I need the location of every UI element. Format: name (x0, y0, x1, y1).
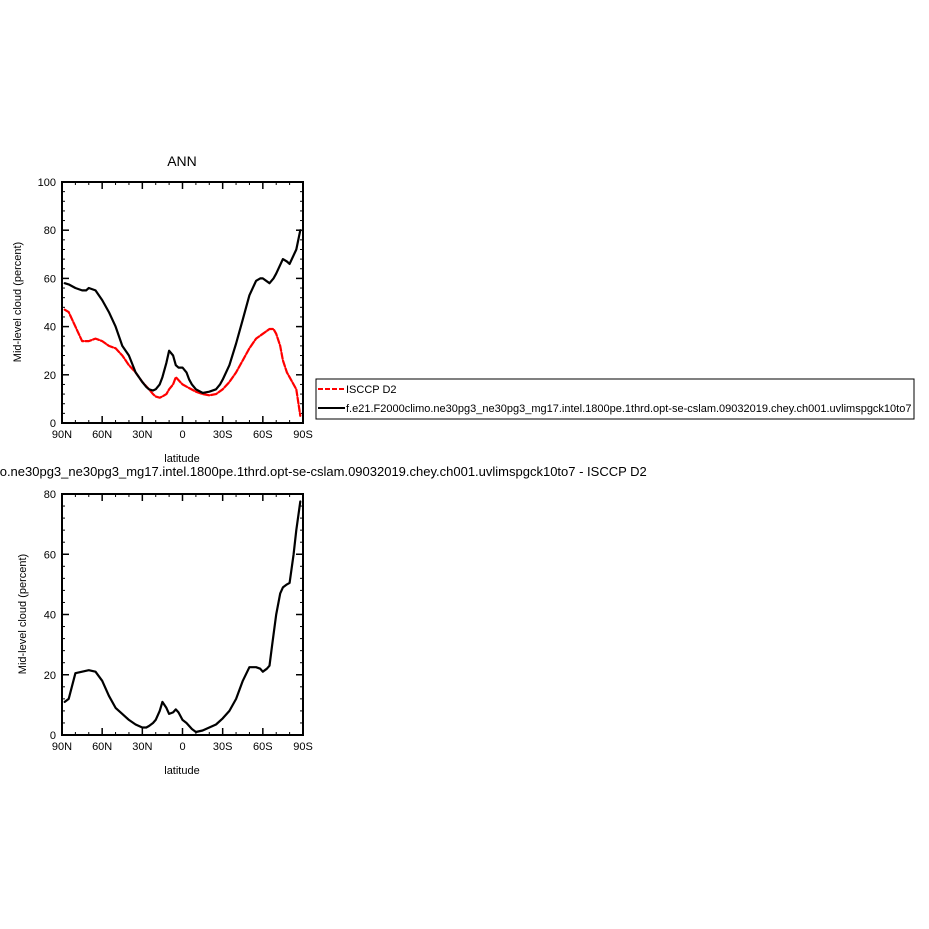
plot-frame (61, 493, 304, 736)
y-tick-label: 20 (44, 670, 56, 682)
plot-frame (61, 181, 304, 424)
x-tick-label: 60S (253, 429, 273, 441)
x-tick-label: 90S (293, 429, 313, 441)
series-line-1 (63, 229, 302, 394)
legend: ISCCP D2 f.e21.F2000climo.ne30pg3_ne30pg… (315, 378, 915, 420)
y-tick-label: 60 (44, 273, 56, 285)
legend-label-model: f.e21.F2000climo.ne30pg3_ne30pg3_mg17.in… (346, 403, 911, 415)
y-tick-label: 80 (44, 489, 56, 501)
series-group (63, 500, 302, 734)
x-tick-label: 0 (179, 741, 185, 753)
y-tick-label: 80 (44, 225, 56, 237)
x-tick-label: 30N (132, 741, 152, 753)
y-axis-label: Mid-level cloud (percent) (12, 242, 24, 362)
y-tick-label: 60 (44, 549, 56, 561)
y-axis-label: Mid-level cloud (percent) (17, 554, 29, 674)
y-tick-label: 0 (50, 730, 56, 742)
x-tick-label: 60N (92, 429, 112, 441)
legend-box (315, 378, 915, 420)
axis-ticks: 0 20 40 60 80 90N 60N 30N 0 30S 60S 90S (44, 489, 313, 753)
y-tick-label: 40 (44, 610, 56, 622)
chart-title: f.e21.F2000climo.ne30pg3_ne30pg3_mg17.in… (0, 464, 647, 479)
y-tick-label: 20 (44, 370, 56, 382)
chart-difference: f.e21.F2000climo.ne30pg3_ne30pg3_mg17.in… (0, 464, 647, 777)
y-tick-label: 0 (50, 418, 56, 430)
x-tick-label: 60N (92, 741, 112, 753)
chart-annual: ANN 0 20 40 60 80 100 90N 60N 30N 0 30S 60S 90S lati… (12, 153, 915, 465)
x-tick-label: 30S (213, 429, 233, 441)
series-line-0 (63, 308, 302, 417)
x-tick-label: 90S (293, 741, 313, 753)
x-axis-label: latitude (164, 765, 199, 777)
series-line-0 (63, 500, 302, 734)
axis-ticks: 0 20 40 60 80 100 90N 60N 30N 0 30S 60S 90S (38, 177, 313, 441)
x-tick-label: 90N (52, 429, 72, 441)
x-axis-label: latitude (164, 453, 199, 465)
chart-title: ANN (167, 153, 197, 169)
legend-label-isccp: ISCCP D2 (346, 384, 397, 396)
x-tick-label: 60S (253, 741, 273, 753)
y-tick-label: 100 (38, 177, 56, 189)
y-tick-label: 40 (44, 322, 56, 334)
x-tick-label: 90N (52, 741, 72, 753)
x-tick-label: 30N (132, 429, 152, 441)
x-tick-label: 0 (179, 429, 185, 441)
series-group (63, 229, 302, 417)
x-tick-label: 30S (213, 741, 233, 753)
